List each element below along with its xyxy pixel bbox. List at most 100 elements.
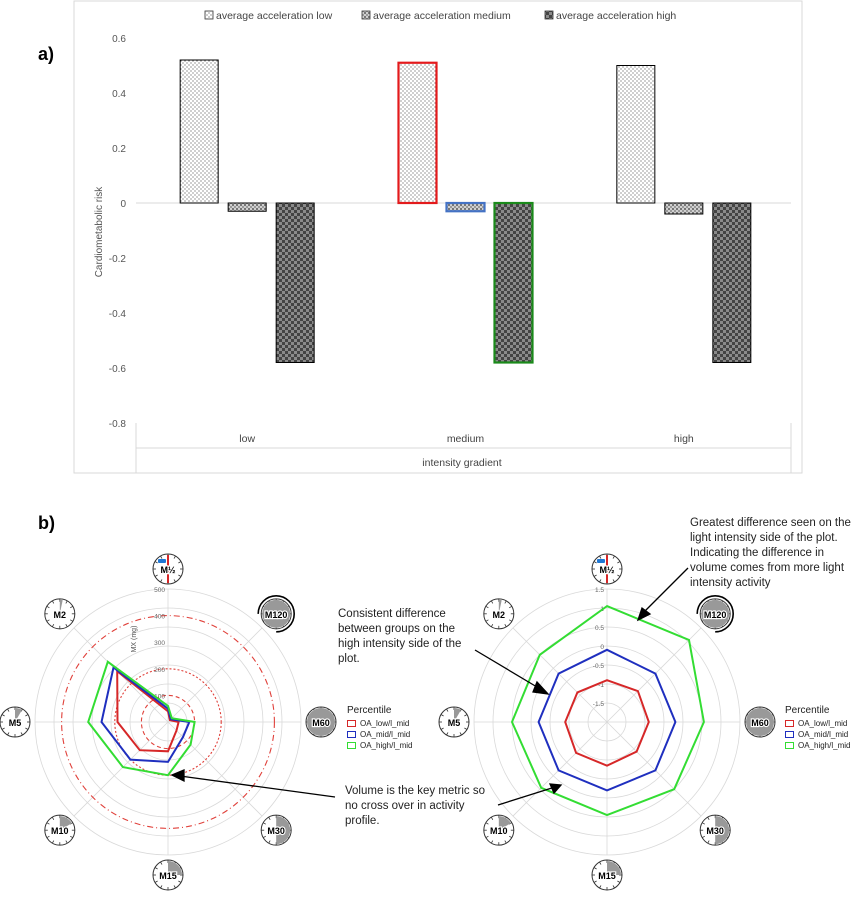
clock-tick (446, 708, 449, 712)
clock-tick (440, 727, 444, 730)
arrowhead-volume-left (170, 769, 185, 783)
axis-label: M120 (704, 610, 727, 620)
grid-spoke (167, 627, 263, 723)
legend-label: average acceleration high (556, 10, 676, 22)
clock-tick (268, 840, 271, 844)
legend-swatch (785, 731, 794, 738)
clock-sector (746, 708, 774, 736)
clock-tick (599, 579, 602, 583)
clock-tick (701, 835, 705, 839)
axis-label: M2 (493, 610, 506, 620)
grid-spoke (512, 721, 608, 817)
clock-sector (498, 816, 511, 831)
legend-swatch (785, 720, 794, 727)
clock-tick (7, 732, 10, 736)
clock-sector (498, 599, 502, 614)
legend-swatch (347, 742, 356, 749)
clock-tick (504, 624, 507, 628)
arrowhead-greatest (636, 606, 652, 622)
radial-tick-label: 400 (154, 614, 165, 621)
legend-label: OA_high/l_mid (360, 741, 413, 750)
clock-tick (173, 579, 176, 583)
series-line (537, 648, 677, 792)
series-line (100, 665, 191, 763)
clock-tick (20, 732, 23, 736)
x-category-labels: low medium high (239, 433, 694, 445)
axis-label: M60 (751, 718, 769, 728)
axis-label: M15 (159, 871, 177, 881)
legend-swatch (785, 742, 794, 749)
clock-tick (707, 816, 710, 820)
axis-clock-icon: M2 (483, 598, 515, 630)
clock-sector (307, 708, 335, 736)
annotation-greatest-difference: Greatest difference seen on the light in… (690, 517, 851, 589)
clock-tick (160, 555, 163, 559)
legend-item-right-high: OA_high/l_mid (785, 741, 850, 750)
y-tick-label: -0.8 (109, 419, 127, 430)
series-line (116, 669, 180, 753)
rotation-arrow (696, 595, 734, 633)
series-line (87, 660, 196, 777)
clock-tick (490, 600, 494, 604)
clock-tick (617, 574, 621, 577)
axis-clock-icon: M½ (591, 553, 623, 585)
clock-tick (485, 605, 489, 609)
radial-axis-label: MX (mg) (131, 626, 138, 653)
radial-tick-label: 300 (154, 640, 165, 647)
clock-tick (593, 561, 597, 564)
clock-tick (612, 555, 615, 559)
clock-tick (154, 561, 158, 564)
clock-tick (160, 885, 163, 889)
clock-tick (70, 605, 74, 609)
radial-tick-label: -1.5 (593, 701, 605, 708)
legend-swatch (204, 10, 214, 20)
clock-tick (173, 885, 176, 889)
annotation-arrows (170, 567, 689, 806)
clock-sector (59, 816, 72, 831)
arrow-greatest (641, 567, 689, 615)
legend-title-right: Percentile (785, 705, 830, 716)
axis-clock-icon: M60 (305, 706, 337, 738)
clock-tick (25, 727, 29, 730)
legend-swatch (361, 10, 371, 20)
bar (275, 202, 315, 363)
clock-tick (70, 835, 74, 839)
clock-tick (160, 861, 163, 865)
clock-tick (440, 714, 444, 717)
y-tick-label: -0.4 (109, 309, 127, 320)
clock-tick (490, 816, 494, 820)
clock-tick (70, 822, 74, 825)
y-tick-label: 0 (120, 199, 126, 210)
grid-spoke (73, 721, 169, 817)
clock-tick (490, 840, 494, 844)
chart-frame (73, 0, 803, 474)
clock-tick (617, 561, 621, 564)
legend-label: OA_mid/l_mid (798, 730, 849, 739)
clock-sector (262, 599, 291, 628)
axis-label: M30 (267, 826, 285, 836)
arrow-volume-right (497, 786, 556, 806)
clock-tick (154, 867, 158, 870)
legend: average acceleration low average accelera… (204, 10, 676, 22)
clock-tick (51, 816, 55, 820)
clock-sector (276, 816, 291, 845)
legend-item-left-low: OA_low/l_mid (347, 719, 409, 728)
clock-tick (268, 816, 271, 820)
axis-label: M10 (490, 826, 508, 836)
clock-tick (459, 732, 462, 736)
clock-tick (509, 835, 513, 839)
clock-tick (464, 727, 468, 730)
clock-tick (504, 840, 507, 844)
legend-label: average acceleration medium (373, 10, 511, 22)
clock-tick (593, 867, 597, 870)
axis-clock-icon: M120 (257, 595, 295, 633)
legend-swatch (347, 731, 356, 738)
legend-label: OA_high/l_mid (798, 741, 851, 750)
series-line (510, 604, 705, 817)
axis-clock-icon: M5 (0, 706, 31, 738)
radial-tick-label: -1 (598, 682, 604, 689)
grid-spoke (167, 721, 263, 817)
clock-tick (173, 555, 176, 559)
axis-label: M30 (706, 826, 724, 836)
clock-tick (160, 579, 163, 583)
